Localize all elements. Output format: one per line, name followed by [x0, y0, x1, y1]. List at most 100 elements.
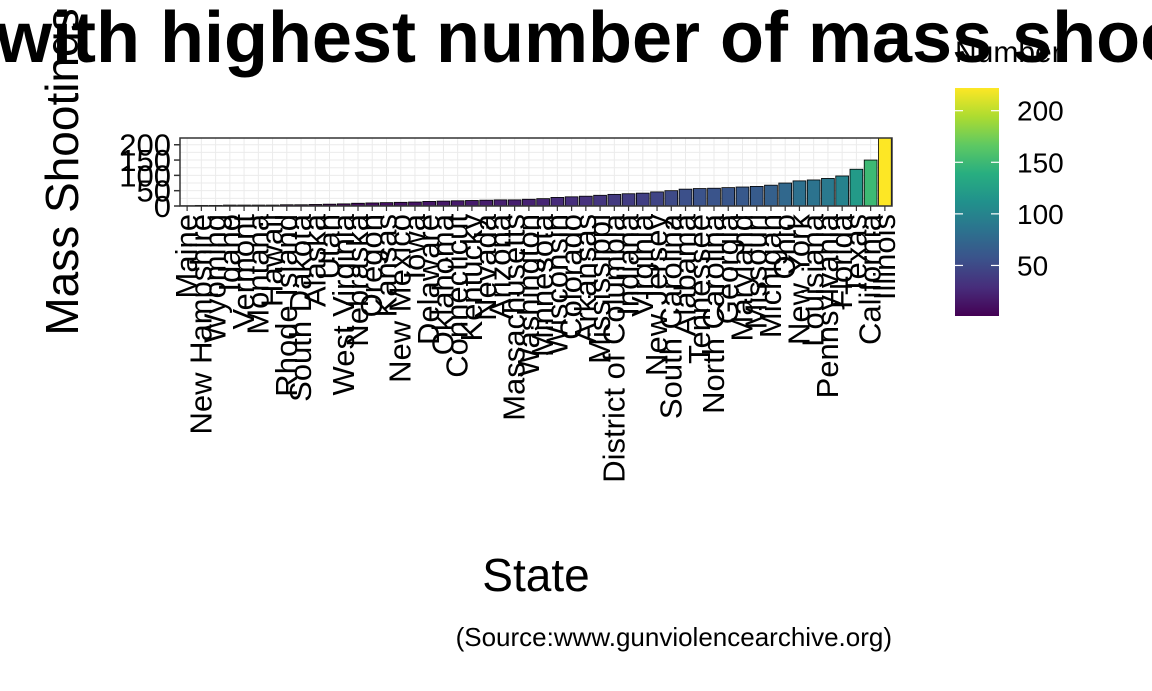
- bar-maryland: [735, 186, 750, 207]
- x-tick-label: Illinois: [867, 214, 902, 300]
- bar-nevada: [479, 199, 493, 207]
- x-tick-label: Georgia: [710, 213, 745, 324]
- x-tick-label: New York: [781, 214, 816, 345]
- x-tick-label: Minnesota: [525, 213, 560, 357]
- legend-tick-label: 50: [1017, 250, 1048, 281]
- x-tick-label: South Dakota: [283, 213, 318, 402]
- x-tick-label: Maryland: [724, 214, 759, 342]
- x-tick-label: Nevada: [468, 213, 503, 321]
- bar-massachusetts: [507, 199, 522, 207]
- bar-kentucky: [465, 200, 479, 207]
- x-tick-label: Michigan: [753, 214, 788, 338]
- x-tick-label: New Hampshire: [183, 214, 218, 435]
- bar-virginia: [635, 192, 650, 207]
- x-tick-label: West Virginia: [326, 213, 361, 395]
- y-tick-label: 100: [119, 158, 171, 193]
- bar-pennsylvania: [821, 178, 835, 207]
- bar-wisconsin: [550, 197, 565, 207]
- y-tick-label: 0: [154, 189, 171, 224]
- bar-michigan: [764, 184, 778, 207]
- legend-tick-label: 100: [1017, 199, 1064, 230]
- x-tick-label: Wyoming: [198, 214, 233, 343]
- legend-tick-label: 150: [1017, 147, 1064, 178]
- bar-texas: [849, 168, 864, 207]
- y-tick-label: 200: [119, 128, 171, 163]
- bar-mississippi: [593, 194, 607, 207]
- x-tick-label: Alabama: [668, 213, 703, 336]
- x-tick-label: Iowa: [397, 213, 432, 279]
- x-axis-title: State: [482, 549, 589, 601]
- x-tick-label: North Carolina: [696, 213, 731, 414]
- bar-new-jersey: [650, 191, 664, 207]
- x-tick-label: Delaware: [411, 214, 446, 345]
- x-tick-label: Maine: [169, 214, 204, 298]
- bar-district-of-columbia: [607, 193, 622, 207]
- bar-illinois: [878, 137, 892, 207]
- chart-caption: (Source:www.gunviolencearchive.org): [456, 622, 892, 652]
- x-tick-label: Oregon: [354, 214, 389, 317]
- x-tick-label: District of Columbia: [596, 213, 631, 482]
- x-tick-label: Nebraska: [340, 213, 375, 346]
- bar-washington: [522, 198, 536, 207]
- bar-colorado: [564, 196, 579, 207]
- legend-ticks: 50 100 150 200: [955, 96, 1064, 281]
- x-tick-label: Wisconsin: [539, 214, 574, 355]
- x-tick-label: Louisiana: [796, 213, 831, 346]
- x-tick-label: Ohio: [767, 214, 802, 279]
- legend: Number 50 100 150 200: [955, 36, 1064, 316]
- x-tick-label: Hawaii: [255, 214, 290, 307]
- bar-south-carolina: [664, 190, 679, 207]
- x-tick-label: Pennsylvania: [810, 213, 845, 398]
- x-tick-label: New Jersey: [639, 214, 674, 376]
- x-tick-label: Washington: [511, 214, 546, 377]
- legend-tick-label: 200: [1017, 96, 1064, 127]
- chart-title: States with highest number of mass shoot…: [0, 0, 1152, 78]
- x-tick-label: Arkansas: [568, 214, 603, 343]
- bar-north-carolina: [707, 187, 721, 207]
- x-tick-label: Vermont: [226, 214, 261, 330]
- y-tick-label: 150: [119, 143, 171, 178]
- bar-louisiana: [806, 179, 821, 207]
- bar-arkansas: [579, 195, 593, 207]
- bar-missouri: [749, 185, 764, 207]
- x-tick-label: Virginia: [625, 213, 660, 317]
- bar-alabama: [678, 188, 693, 207]
- x-tick-label: Colorado: [554, 214, 589, 340]
- x-tick-label: South Carolina: [653, 213, 688, 419]
- bar-arizona: [493, 199, 508, 207]
- y-tick-label: 50: [137, 174, 171, 209]
- y-axis-title: Mass Shootings: [36, 8, 88, 335]
- x-tick-label: Oklahoma: [425, 213, 460, 355]
- bar-california: [863, 159, 878, 207]
- x-tick-label: Massachusetts: [497, 214, 532, 421]
- x-tick-label: Idaho: [212, 214, 247, 292]
- legend-title: Number: [955, 36, 1062, 69]
- legend-colorbar: [955, 88, 999, 316]
- x-tick-label: California: [853, 213, 888, 345]
- bar-connecticut: [450, 200, 465, 207]
- x-tick-label: New Mexico: [383, 214, 418, 383]
- bar-tennessee: [692, 188, 707, 207]
- x-tick-label: Tennessee: [682, 214, 717, 364]
- bar-florida: [835, 175, 849, 207]
- x-tick-label: Montana: [240, 213, 275, 334]
- bar-minnesota: [536, 198, 550, 207]
- x-tick-label: Rhode Island: [269, 214, 304, 397]
- x-tick-label: Alaska: [297, 213, 332, 307]
- bar-georgia: [721, 187, 736, 207]
- x-tick-label: Kentucky: [454, 214, 489, 342]
- x-tick-label: Indiana: [611, 213, 646, 315]
- plot-border: [179, 137, 893, 207]
- x-tick-label: Kansas: [368, 214, 403, 317]
- bar-new-york: [792, 180, 807, 207]
- bar-indiana: [621, 193, 636, 207]
- x-tick-label: Utah: [312, 214, 347, 279]
- x-tick-label: Connecticut: [440, 214, 475, 378]
- x-tick-label: Mississippi: [582, 214, 617, 364]
- x-tick-label: Florida: [824, 213, 859, 309]
- x-tick-label: Missouri: [739, 214, 774, 329]
- bar-ohio: [778, 182, 793, 207]
